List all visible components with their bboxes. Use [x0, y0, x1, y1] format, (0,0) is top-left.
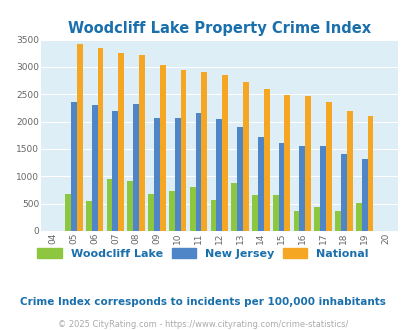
Legend: Woodcliff Lake, New Jersey, National: Woodcliff Lake, New Jersey, National [33, 244, 372, 263]
Bar [237, 127, 242, 231]
Bar [231, 183, 237, 231]
Bar [272, 195, 278, 231]
Bar [242, 82, 248, 231]
Bar [367, 115, 373, 231]
Bar [263, 89, 269, 231]
Bar [112, 111, 118, 231]
Text: © 2025 CityRating.com - https://www.cityrating.com/crime-statistics/: © 2025 CityRating.com - https://www.city… [58, 319, 347, 329]
Bar [168, 191, 175, 231]
Bar [133, 104, 139, 231]
Bar [278, 143, 284, 231]
Bar [293, 211, 298, 231]
Bar [160, 65, 165, 231]
Bar [71, 102, 77, 231]
Bar [118, 53, 124, 231]
Bar [77, 44, 82, 231]
Bar [320, 146, 325, 231]
Bar [175, 118, 180, 231]
Bar [107, 179, 112, 231]
Bar [252, 195, 257, 231]
Bar [325, 102, 331, 231]
Bar [346, 111, 352, 231]
Bar [92, 105, 97, 231]
Bar [201, 72, 207, 231]
Bar [148, 194, 153, 231]
Bar [355, 203, 361, 231]
Bar [284, 95, 290, 231]
Bar [139, 55, 145, 231]
Bar [305, 96, 310, 231]
Bar [222, 75, 227, 231]
Bar [153, 118, 160, 231]
Bar [340, 154, 346, 231]
Title: Woodcliff Lake Property Crime Index: Woodcliff Lake Property Crime Index [68, 21, 370, 36]
Bar [97, 49, 103, 231]
Bar [195, 114, 201, 231]
Bar [257, 137, 263, 231]
Bar [86, 202, 92, 231]
Bar [189, 187, 195, 231]
Bar [298, 146, 305, 231]
Text: Crime Index corresponds to incidents per 100,000 inhabitants: Crime Index corresponds to incidents per… [20, 297, 385, 307]
Bar [65, 194, 71, 231]
Bar [210, 200, 216, 231]
Bar [361, 159, 367, 231]
Bar [313, 207, 320, 231]
Bar [334, 211, 340, 231]
Bar [127, 181, 133, 231]
Bar [180, 70, 186, 231]
Bar [216, 119, 222, 231]
